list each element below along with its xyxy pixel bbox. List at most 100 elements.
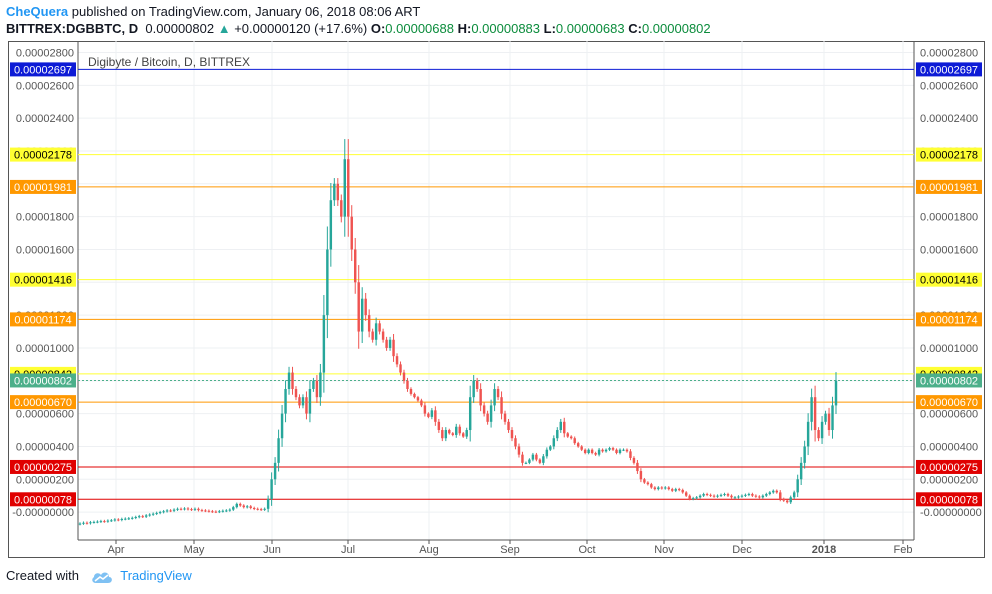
y-tick-label-left: -0.00000000 xyxy=(12,507,74,519)
candle-body xyxy=(270,479,273,499)
level-tag-right xyxy=(916,312,982,327)
candle xyxy=(138,514,141,519)
candle-body xyxy=(106,520,110,522)
level-tag-left xyxy=(10,179,76,194)
candle xyxy=(225,509,228,513)
candle-body xyxy=(378,323,381,332)
level-tag-right xyxy=(916,179,982,194)
candle xyxy=(639,468,643,483)
candle-body xyxy=(639,471,643,480)
candle xyxy=(395,353,399,368)
candle xyxy=(632,456,636,465)
candle-body xyxy=(169,510,172,512)
candle-body xyxy=(197,508,200,511)
candle xyxy=(120,517,124,522)
candle-body xyxy=(277,438,280,463)
candle-body xyxy=(409,388,413,394)
candle-body xyxy=(563,421,566,434)
open-value: 0.00000688 xyxy=(385,21,454,36)
published-text: published on TradingView.com, January 06… xyxy=(71,4,421,19)
candle-body xyxy=(799,462,803,480)
candle xyxy=(719,493,723,497)
candle-body xyxy=(141,516,144,518)
candle-body xyxy=(340,200,343,217)
candle xyxy=(468,385,472,442)
candle xyxy=(214,510,218,514)
candle xyxy=(155,511,158,516)
price-chart[interactable]: 0.000028000.000026000.000024000.00002200… xyxy=(8,41,985,558)
candle-body xyxy=(110,520,113,522)
candle-body xyxy=(78,523,82,525)
candle xyxy=(472,375,475,403)
candle xyxy=(287,366,291,395)
candle xyxy=(716,494,719,498)
candle xyxy=(827,407,831,436)
candle-body xyxy=(719,494,723,496)
candle-body xyxy=(193,508,197,510)
candle xyxy=(740,494,744,498)
candle xyxy=(462,431,465,438)
candle xyxy=(169,509,172,513)
candle-body xyxy=(148,514,151,516)
candle xyxy=(786,499,789,504)
close-value: 0.00000802 xyxy=(641,21,711,36)
candle-body xyxy=(796,479,799,493)
candles xyxy=(78,139,838,526)
change-arrow-icon: ▲ xyxy=(217,21,231,36)
candle-body xyxy=(350,216,353,250)
candle-body xyxy=(395,356,399,365)
candle-body xyxy=(273,462,277,480)
candle-body xyxy=(190,509,193,511)
candle xyxy=(510,427,514,442)
candle-body xyxy=(542,456,545,463)
candle-body xyxy=(204,510,207,512)
candle-body xyxy=(552,438,556,447)
candle xyxy=(172,508,176,513)
candle xyxy=(374,317,378,346)
y-tick-label-left: 0.00000400 xyxy=(16,441,74,453)
candle xyxy=(698,494,702,499)
candle xyxy=(583,448,587,455)
candle-body xyxy=(667,487,670,490)
candle-body xyxy=(657,487,660,490)
last-price-label-right: 0.00000802 xyxy=(920,375,978,387)
candle-body xyxy=(151,513,155,515)
candle xyxy=(691,496,695,501)
time-axis[interactable]: Apr May Jun Jul Aug Sep Oct Nov Dec 2018 Feb xyxy=(107,540,912,556)
tradingview-link[interactable]: TradingView xyxy=(120,568,192,583)
author-link[interactable]: CheQuera xyxy=(6,4,69,19)
candle-body xyxy=(103,521,106,523)
candle xyxy=(744,493,747,497)
candle xyxy=(552,435,556,450)
candle-body xyxy=(653,487,657,490)
level-label-left: 0.00001174 xyxy=(14,314,71,326)
candle-body xyxy=(597,449,601,455)
candle xyxy=(615,448,618,455)
candle-body xyxy=(744,494,747,496)
candle xyxy=(737,495,740,499)
candle xyxy=(448,428,451,435)
candle-body xyxy=(92,521,96,523)
candle xyxy=(371,328,374,343)
candle xyxy=(78,522,82,526)
candle xyxy=(162,509,165,514)
candle xyxy=(399,361,402,376)
candle-body xyxy=(138,516,141,518)
candle-body xyxy=(733,497,737,499)
x-tick-label: Sep xyxy=(500,544,520,556)
candle-body xyxy=(211,511,214,513)
candle-body xyxy=(820,421,824,439)
candle-body xyxy=(566,433,569,437)
candle xyxy=(434,406,437,426)
y-tick-label-right: 0.00002400 xyxy=(920,113,978,125)
candle xyxy=(653,486,657,491)
candle-body xyxy=(792,492,796,498)
candle-body xyxy=(479,388,482,406)
candle xyxy=(207,509,211,513)
candle-body xyxy=(583,449,587,454)
y-tick-label-left: 0.00001000 xyxy=(16,343,74,355)
candle-body xyxy=(817,430,820,439)
candle-body xyxy=(322,315,326,373)
candle xyxy=(239,502,242,507)
candle-body xyxy=(444,430,448,439)
